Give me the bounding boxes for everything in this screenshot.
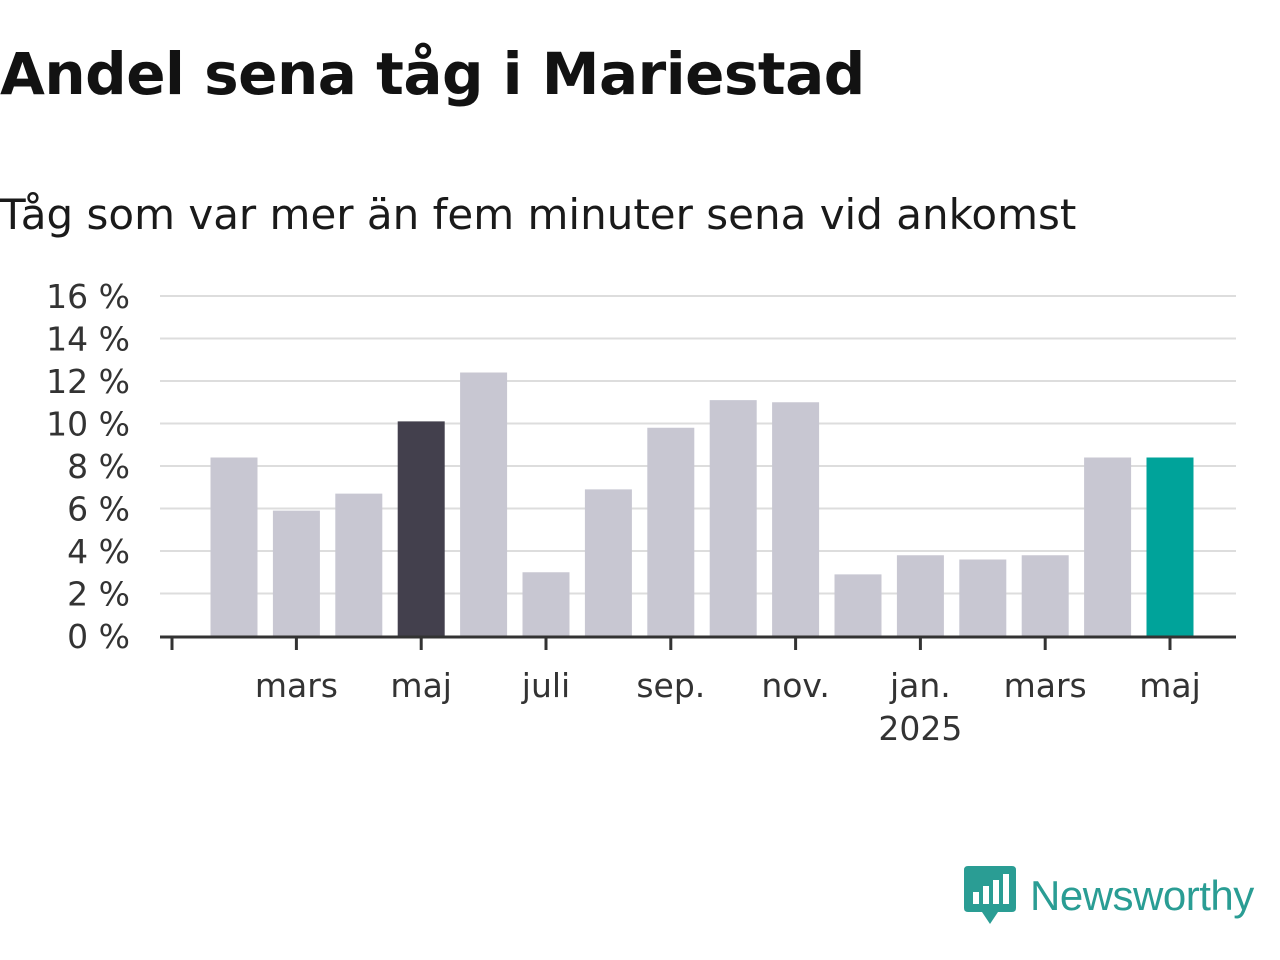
y-tick-label: 12 % [46,362,130,401]
bar-2024-12 [834,574,882,636]
y-tick-label: 10 % [46,405,130,444]
x-tick-label: sep. [636,666,705,705]
y-tick-label: 8 % [67,447,130,486]
grid-lines [160,295,1236,595]
x-tick-label: mars [255,666,338,705]
y-tick-label: 14 % [46,320,130,359]
bar-2025-02 [959,559,1007,636]
newsworthy-logo-icon [964,866,1016,924]
chart-subtitle: Tåg som var mer än fem minuter sena vid … [0,190,1077,239]
bar-2025-05 [1146,457,1194,636]
x-tick-sublabel: 2025 [878,709,962,748]
x-tick-label: jan. [889,666,951,705]
y-tick-label: 6 % [67,490,130,529]
brand-logo: Newsworthy [964,866,1254,926]
x-tick-label: mars [1004,666,1087,705]
bar-2024-07 [522,572,570,636]
bar-2024-09 [647,427,695,636]
bar-2025-03 [1021,555,1069,636]
x-tick-label: juli [521,666,570,705]
y-tick-label: 4 % [67,532,130,571]
bar-2024-06 [460,372,508,636]
chart-title: Andel sena tåg i Mariestad [0,40,865,108]
x-tick-label: maj [390,666,452,705]
x-tick-label: maj [1139,666,1201,705]
x-tick-label: nov. [761,666,830,705]
bar-2024-10 [709,400,757,636]
x-axis-ticks: mars maj juli sep. nov. jan. 2025 mars maj [170,636,1201,748]
bars [210,372,1194,636]
brand-name: Newsworthy [1030,872,1254,919]
bar-2024-04 [335,493,383,636]
bar-2025-04 [1084,457,1132,636]
bar-2024-02 [210,457,258,636]
y-axis-ticks: 0 %2 % 4 %6 % 8 %10 % 12 %14 % 16 % [46,277,130,656]
y-tick-label: 16 % [46,277,130,316]
bar-2024-05 [397,421,445,636]
bar-2025-01 [896,555,944,636]
bar-2024-08 [584,489,632,636]
y-tick-label: 2 % [67,575,130,614]
bar-2024-03 [272,510,320,636]
bar-2024-11 [772,402,820,636]
y-tick-label: 0 % [67,617,130,656]
